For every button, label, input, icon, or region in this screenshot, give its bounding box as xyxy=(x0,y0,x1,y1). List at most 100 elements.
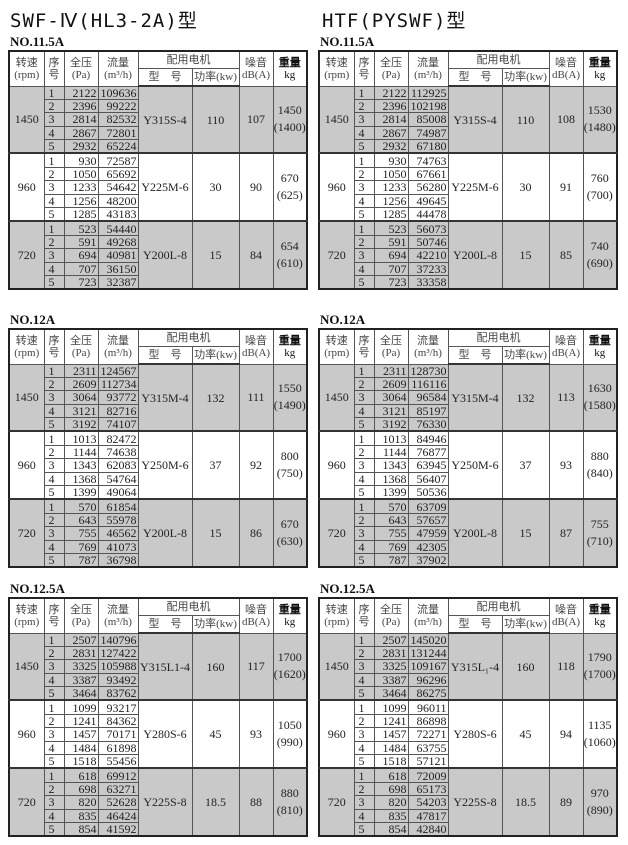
noise-cell: 111 xyxy=(238,363,274,432)
table-row: 2 698 63271 xyxy=(9,781,307,797)
table-row: 4 835 46424 xyxy=(9,808,307,823)
pressure-cell: 2396 xyxy=(373,98,409,114)
flow-cell: 65173 xyxy=(407,781,449,797)
pressure-cell: 694 xyxy=(63,248,99,263)
seq-cell: 5 xyxy=(43,207,65,222)
model-number-label: NO.12A xyxy=(320,312,366,327)
motor-model-cell: Y315L₁-4 xyxy=(447,632,503,701)
pressure-cell: 1285 xyxy=(373,207,409,222)
flow-cell: 32387 xyxy=(97,274,139,290)
flow-cell: 105988 xyxy=(97,659,139,674)
pressure-cell: 3464 xyxy=(63,686,99,701)
seq-cell: 3 xyxy=(353,526,375,541)
speed-cell: 720 xyxy=(318,498,355,568)
weight-value: 1050 xyxy=(277,718,302,733)
table-row: 4 769 41073 xyxy=(9,539,307,554)
pressure-cell: 1484 xyxy=(63,740,99,756)
pressure-cell: 3387 xyxy=(63,672,99,688)
flow-cell: 47817 xyxy=(407,808,449,823)
flow-cell: 48200 xyxy=(97,193,139,209)
flow-cell: 56280 xyxy=(407,180,449,195)
header-row: 转速 (rpm) 序号全压 (Pa) 流量 (m³/h) 配用电机 噪音 dB(A) 重量 kg xyxy=(8,597,308,634)
noise-cell: 92 xyxy=(238,430,274,500)
flow-cell: 57657 xyxy=(407,512,449,528)
pressure-cell: 1233 xyxy=(63,180,99,195)
performance-table: 转速 (rpm) 序号全压 (Pa) 流量 (m³/h) 配用电机 噪音 dB(A) 重量 kg 型 … xyxy=(318,597,618,838)
seq-cell: 1 xyxy=(353,632,375,647)
seq-cell: 1 xyxy=(43,363,65,378)
motor-model-cell: Y200L-8 xyxy=(137,220,193,290)
weight-header-line1: 重量 xyxy=(588,334,611,347)
speed-cell: 1450 xyxy=(8,363,45,432)
motor-power-cell: 15 xyxy=(501,498,550,568)
seq-cell: 2 xyxy=(43,234,65,250)
pressure-header: 全压 (Pa) xyxy=(373,328,409,365)
pressure-header-line1: 全压 xyxy=(380,56,402,69)
seq-cell: 1 xyxy=(43,632,65,647)
table-row: 1450 1 2122 109636 Y315S-4 110 107 1450 (1400) xyxy=(8,85,308,154)
seq-cell: 4 xyxy=(353,672,375,688)
weight-value: 670 xyxy=(280,171,299,186)
flow-header: 流量 (m³/h) xyxy=(407,50,449,87)
flow-cell: 83762 xyxy=(97,686,139,701)
seq-cell: 5 xyxy=(353,686,375,701)
weight-cell: 654 (610) xyxy=(272,220,308,290)
weight-header-line2: kg xyxy=(284,68,296,81)
flow-header-line1: 流量 xyxy=(107,603,129,616)
table-row: 3 1343 62083 xyxy=(9,458,307,473)
pressure-header-line2: (Pa) xyxy=(71,346,91,359)
motor-power-cell: 18.5 xyxy=(191,767,240,837)
speed-cell: 1450 xyxy=(318,363,355,432)
power-header: 功率(kw) xyxy=(501,346,550,365)
pressure-cell: 570 xyxy=(373,498,409,514)
flow-cell: 131244 xyxy=(407,645,449,661)
seq-cell: 3 xyxy=(43,390,65,405)
flow-cell: 56407 xyxy=(407,471,449,487)
pressure-cell: 723 xyxy=(373,274,409,290)
seq-cell: 2 xyxy=(353,512,375,528)
table-row: 2 1144 74638 xyxy=(9,444,307,460)
speed-header-line2: (rpm) xyxy=(14,346,40,359)
pressure-cell: 755 xyxy=(63,526,99,541)
noise-header-line1: 噪音 xyxy=(245,56,267,69)
table-row: 4 1484 63755 xyxy=(319,740,617,756)
motor-model-cell: Y315M-4 xyxy=(447,363,503,432)
motor-model-cell: Y225S-8 xyxy=(137,767,193,837)
seq-cell: 4 xyxy=(353,125,375,141)
speed-header-line2: (rpm) xyxy=(14,615,40,628)
weight-header: 重量 kg xyxy=(582,50,618,87)
pressure-cell: 820 xyxy=(63,795,99,810)
weight-cell: 760 (700) xyxy=(582,152,618,222)
flow-cell: 62083 xyxy=(97,458,139,473)
speed-cell: 960 xyxy=(8,152,45,222)
pressure-cell: 591 xyxy=(373,234,409,250)
weight-alt-value: (1480) xyxy=(583,120,616,135)
weight-header-line1: 重量 xyxy=(588,603,611,616)
pressure-cell: 707 xyxy=(63,261,99,276)
seq-cell: 5 xyxy=(43,754,65,769)
flow-cell: 46424 xyxy=(97,808,139,823)
weight-value: 800 xyxy=(280,449,299,464)
seq-cell: 3 xyxy=(43,795,65,810)
table-row: 720 1 570 61854 Y200L-8 15 86 670 (630) xyxy=(8,498,308,568)
flow-cell: 69912 xyxy=(97,767,139,783)
pressure-cell: 2831 xyxy=(63,645,99,661)
weight-cell: 670 (625) xyxy=(272,152,308,222)
pressure-cell: 1013 xyxy=(373,430,409,446)
motor-header: 配用电机 xyxy=(447,597,550,616)
weight-value: 1135 xyxy=(587,718,612,733)
seq-cell: 3 xyxy=(43,727,65,742)
series-title-htf: HTF(PYSWF)型 xyxy=(322,10,467,32)
seq-cell: 3 xyxy=(43,458,65,473)
seq-cell: 3 xyxy=(353,390,375,405)
motor-model-cell: Y250M-6 xyxy=(137,430,193,500)
seq-cell: 5 xyxy=(43,139,65,154)
model-header: 型 号 xyxy=(137,346,193,365)
seq-cell: 2 xyxy=(43,713,65,729)
flow-header: 流量 (m³/h) xyxy=(97,50,139,87)
seq-cell: 1 xyxy=(43,430,65,446)
table-row: 960 1 1099 96011 Y280S-6 45 94 1135 (1060) xyxy=(318,699,618,769)
flow-cell: 44478 xyxy=(407,207,449,222)
flow-cell: 82716 xyxy=(97,403,139,419)
weight-cell: 880 (840) xyxy=(582,430,618,500)
